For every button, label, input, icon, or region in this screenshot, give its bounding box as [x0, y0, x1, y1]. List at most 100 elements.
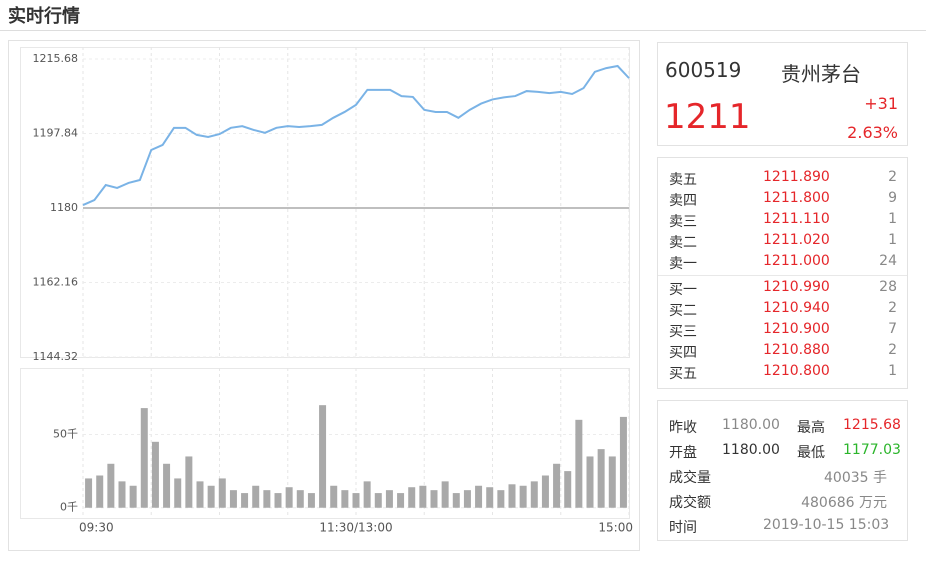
- y-tick-label: 1162.16: [33, 276, 79, 289]
- volume-bar: [586, 456, 594, 508]
- volume-bar: [85, 478, 93, 508]
- stat-value: 1180.00: [722, 417, 780, 433]
- volume-bar: [519, 485, 527, 508]
- panel: [8, 40, 640, 551]
- order-book: 卖五 1211.890 2 卖四 1211.800 9 卖三 1211.110 1 卖二 1211.…: [657, 157, 908, 389]
- level-price: 1211.020: [763, 232, 830, 248]
- stock-code: 600519: [665, 58, 742, 82]
- level-label: 买四: [669, 345, 697, 361]
- volume-bar: [185, 456, 193, 508]
- charts: 1144.32 1162.16 1180 1197.84 1215.68 0千 50千 09:…: [8, 40, 640, 551]
- page-title: 实时行情: [8, 6, 80, 27]
- level-price: 1211.890: [763, 169, 830, 185]
- divider: [0, 30, 926, 31]
- volume-bar: [252, 485, 260, 508]
- level-label: 买三: [669, 324, 697, 340]
- x-tick-label: 15:00: [598, 521, 633, 535]
- volume-bar: [174, 478, 182, 508]
- y-tick-label: 1180: [50, 201, 78, 214]
- y-tick-label: 1215.68: [33, 52, 79, 65]
- level-label: 卖二: [669, 235, 697, 251]
- level-volume: 24: [879, 253, 897, 269]
- volume-bar: [408, 487, 416, 508]
- volume-bar: [463, 490, 471, 508]
- level-volume: 1: [888, 232, 897, 248]
- change-pct: 2.63%: [847, 123, 898, 142]
- volume-bar: [207, 485, 215, 508]
- level-volume: 7: [888, 321, 897, 337]
- level-label: 卖五: [669, 172, 697, 188]
- stat-value: 1177.03: [843, 442, 901, 458]
- volume-bar: [497, 490, 505, 508]
- volume-bar: [229, 490, 237, 508]
- volume-bar: [330, 485, 338, 508]
- volume-bar: [107, 463, 115, 508]
- price-frame: [20, 47, 630, 358]
- stat-value: 1215.68: [843, 417, 901, 433]
- y-tick-label: 1144.32: [33, 350, 79, 363]
- book-divider: [658, 275, 907, 276]
- stat-label: 昨收: [669, 420, 697, 436]
- stat-value: 40035 手: [824, 470, 887, 486]
- volume-frame: [20, 368, 630, 519]
- level-label: 买一: [669, 282, 697, 298]
- volume-bar: [619, 416, 627, 508]
- stock-name: 贵州茅台: [781, 62, 861, 86]
- x-tick-label: 09:30: [79, 521, 114, 535]
- stat-label: 开盘: [669, 445, 697, 461]
- volume-bar: [129, 485, 137, 508]
- volume-bar: [218, 478, 226, 508]
- level-label: 卖三: [669, 214, 697, 230]
- price: 1211: [664, 97, 751, 137]
- level-price: 1211.110: [763, 211, 830, 227]
- volume-bar: [140, 408, 148, 508]
- level-price: 1210.800: [763, 363, 830, 379]
- volume-bar: [241, 493, 249, 508]
- level-volume: 1: [888, 211, 897, 227]
- volume-bar: [352, 493, 360, 508]
- level-volume: 9: [888, 190, 897, 206]
- stat-value: 1180.00: [722, 442, 780, 458]
- level-price: 1211.000: [763, 253, 830, 269]
- volume-bar: [508, 484, 516, 508]
- y-tick-label: 1197.84: [33, 127, 79, 140]
- stat-value: 2019-10-15 15:03: [763, 517, 890, 533]
- stat-label: 时间: [669, 520, 697, 536]
- y-tick-label: 0千: [60, 501, 78, 514]
- level-volume: 2: [888, 169, 897, 185]
- level-price: 1210.990: [763, 279, 830, 295]
- volume-bar: [296, 490, 304, 508]
- volume-bar: [96, 475, 104, 508]
- volume-bar: [608, 456, 616, 508]
- volume-bar: [475, 485, 483, 508]
- volume-bar: [163, 463, 171, 508]
- volume-bar: [441, 481, 449, 508]
- volume-bar: [530, 481, 538, 508]
- volume-bar: [151, 441, 159, 508]
- level-label: 卖一: [669, 256, 697, 272]
- y-tick-label: 50千: [53, 427, 78, 440]
- volume-bar: [118, 481, 126, 508]
- stat-label: 最低: [797, 445, 825, 461]
- stat-value: 480686 万元: [801, 495, 887, 511]
- volume-bar: [307, 493, 315, 508]
- x-tick-label: 11:30/13:00: [319, 521, 392, 535]
- stat-label: 最高: [797, 420, 825, 436]
- level-volume: 2: [888, 342, 897, 358]
- volume-bar: [553, 463, 561, 508]
- volume-bar: [564, 471, 572, 508]
- level-volume: 28: [879, 279, 897, 295]
- change: +31: [864, 94, 898, 113]
- volume-bar: [486, 487, 494, 508]
- price-line: [82, 64, 630, 206]
- level-label: 买五: [669, 366, 697, 382]
- level-volume: 1: [888, 363, 897, 379]
- volume-bar: [363, 481, 371, 508]
- level-price: 1210.900: [763, 321, 830, 337]
- level-price: 1210.880: [763, 342, 830, 358]
- volume-bar: [385, 490, 393, 508]
- level-label: 买二: [669, 303, 697, 319]
- level-price: 1211.800: [763, 190, 830, 206]
- volume-bar: [541, 475, 549, 508]
